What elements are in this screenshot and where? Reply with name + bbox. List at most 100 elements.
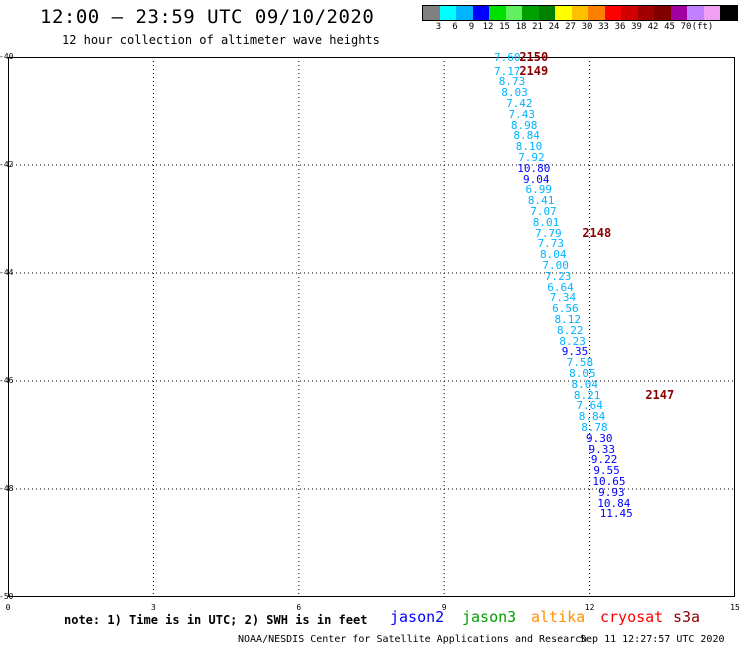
color-scale-bar (422, 5, 738, 21)
footer-note: note: 1) Time is in UTC; 2) SWH is in fe… (64, 613, 368, 627)
swh-value: 10.80 (517, 161, 551, 175)
color-swatch (637, 6, 654, 20)
color-scale-label: 42 (647, 22, 659, 32)
longitude-tick-label: 12 (584, 603, 595, 612)
map-plot-area (8, 57, 735, 597)
color-scale-label: 9 (468, 22, 475, 32)
swh-value: 7.73 (537, 237, 565, 251)
color-scale-label: 24 (548, 22, 560, 32)
swh-value: 7.58 (566, 356, 594, 370)
swh-value: 9.55 (593, 464, 620, 478)
swh-value: 9.33 (588, 442, 615, 456)
color-swatch (456, 6, 473, 20)
latitude-tick-label: -44 (0, 268, 14, 277)
swh-value: 11.45 (599, 507, 633, 521)
swh-value: 6.99 (525, 183, 552, 197)
color-scale-label: 36 (614, 22, 626, 32)
legend-item-s3a: s3a (673, 608, 701, 626)
swh-value: 9.04 (523, 172, 550, 186)
color-scale-label: 3 (435, 22, 442, 32)
legend-item-cryosat: cryosat (600, 608, 664, 626)
color-scale-label: 30 (581, 22, 593, 32)
color-scale-label: 45 (664, 22, 675, 32)
latitude-tick-label: -48 (0, 484, 14, 493)
latitude-tick-label: -46 (0, 376, 14, 385)
color-scale-label: 27 (565, 22, 576, 32)
swh-value: 7.07 (530, 204, 557, 218)
color-swatch (687, 6, 704, 20)
page-title: 12:00 – 23:59 UTC 09/10/2020 (40, 6, 375, 28)
swh-value: 8.98 (510, 118, 538, 132)
color-swatch (439, 6, 456, 20)
swh-value: 7.92 (518, 150, 545, 164)
color-swatch (654, 6, 671, 20)
swh-value: 8.04 (540, 248, 567, 262)
color-swatch (670, 6, 687, 20)
color-swatch (522, 6, 539, 20)
swh-value: 9.30 (586, 431, 613, 445)
revolution-number: 2147 (645, 387, 675, 402)
revolution-number: 2148 (582, 225, 612, 240)
color-swatch (538, 6, 555, 20)
color-scale-label: 70 (680, 22, 692, 32)
color-swatch (555, 6, 572, 20)
swh-value: 7.17 (493, 64, 521, 78)
legend-item-jason3: jason3 (462, 608, 517, 626)
swh-value: 8.12 (554, 312, 582, 326)
swh-value: 6.56 (552, 302, 579, 316)
swh-value: 8.23 (559, 334, 586, 348)
color-scale-label: 33 (598, 22, 609, 32)
latitude-tick-label: -42 (0, 160, 14, 169)
swh-value: 8.21 (573, 388, 601, 402)
swh-value: 7.00 (542, 258, 569, 272)
swh-value: 8.73 (498, 75, 526, 89)
color-swatch (472, 6, 489, 20)
swh-value: 7.60 (493, 51, 521, 64)
swh-value: 9.93 (598, 485, 625, 499)
color-swatch (621, 6, 638, 20)
swh-value: 8.84 (513, 129, 540, 143)
color-scale-label: 18 (515, 22, 527, 32)
swh-value: 8.41 (527, 194, 555, 208)
color-swatch (604, 6, 621, 20)
revolution-number: 2150 (519, 50, 549, 64)
swh-value: 8.78 (581, 420, 608, 434)
color-swatch (489, 6, 506, 20)
swh-value: 8.22 (556, 323, 584, 337)
swh-value: 7.64 (576, 399, 603, 413)
color-scale-label: 12 (482, 22, 494, 32)
generation-timestamp: Sep 11 12:27:57 UTC 2020 (580, 634, 725, 645)
swh-value: 9.22 (590, 453, 618, 467)
color-swatch (423, 6, 440, 20)
swh-value: 7.23 (544, 269, 572, 283)
color-scale-label: (ft) (691, 22, 714, 32)
color-scale-label: 21 (532, 22, 543, 32)
revolution-number: 2149 (519, 63, 549, 78)
swh-value: 7.42 (506, 96, 533, 110)
longitude-tick-label: 0 (5, 603, 11, 612)
color-swatch (588, 6, 605, 20)
swh-value: 8.04 (571, 377, 599, 391)
swh-value: 10.84 (597, 496, 631, 510)
credit-line: NOAA/NESDIS Center for Satellite Applica… (238, 634, 588, 645)
color-swatch (505, 6, 522, 20)
swh-value: 7.34 (549, 291, 577, 305)
color-swatch (720, 6, 737, 20)
swh-value: 9.35 (561, 345, 589, 359)
swh-value: 7.79 (535, 226, 562, 240)
swh-value: 6.64 (547, 280, 574, 294)
color-scale-label: 15 (499, 22, 510, 32)
swh-value: 8.05 (569, 366, 596, 380)
color-scale-label: 39 (631, 22, 642, 32)
swh-value: 10.65 (592, 474, 626, 488)
swh-value: 7.43 (508, 107, 535, 121)
longitude-tick-label: 6 (296, 603, 302, 612)
legend-item-jason2: jason2 (390, 608, 445, 626)
swh-value: 8.10 (515, 140, 543, 154)
page-subtitle: 12 hour collection of altimeter wave hei… (62, 33, 380, 47)
longitude-tick-label: 9 (441, 603, 447, 612)
swh-value: 8.03 (501, 86, 528, 100)
longitude-tick-label: 3 (150, 603, 156, 612)
color-scale-label: 6 (452, 22, 458, 32)
swh-value: 8.01 (532, 215, 560, 229)
